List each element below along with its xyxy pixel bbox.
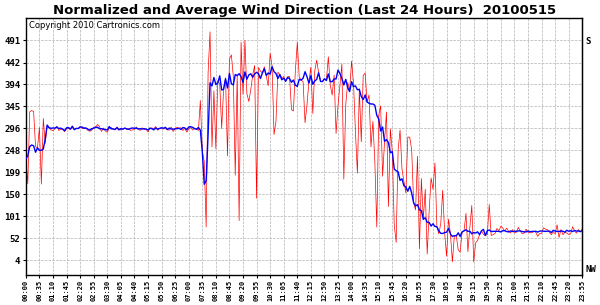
Title: Normalized and Average Wind Direction (Last 24 Hours)  20100515: Normalized and Average Wind Direction (L… [53,4,556,17]
Text: Copyright 2010 Cartronics.com: Copyright 2010 Cartronics.com [29,21,160,30]
